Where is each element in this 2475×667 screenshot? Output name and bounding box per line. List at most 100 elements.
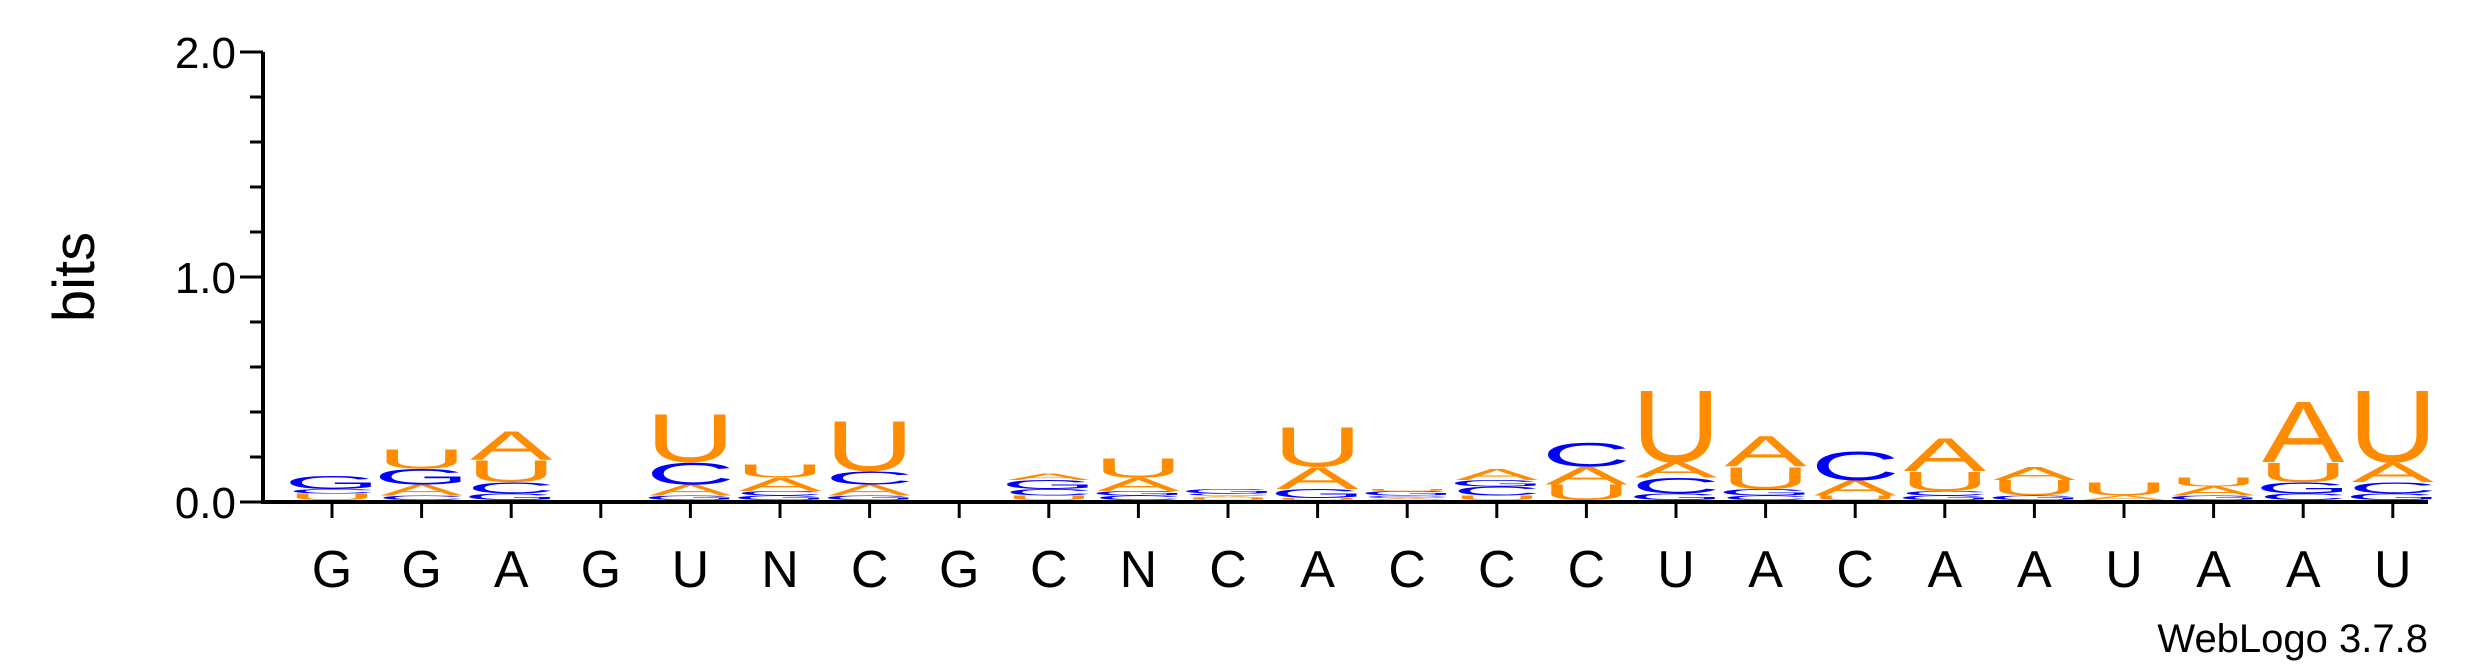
logo-letter-C: C [646, 456, 735, 491]
logo-letter-G: G [284, 472, 380, 493]
logo-letter-G: G [2345, 492, 2441, 502]
x-ticks [330, 502, 2395, 518]
x-tick-label-10: N [1120, 541, 1158, 599]
logo-letter-A: A [1008, 471, 1091, 481]
logo-letter-U: U [825, 407, 914, 487]
logo-letter-A: A [1635, 458, 1717, 482]
logo-letter-C: C [825, 467, 914, 488]
x-tick-label-11: C [1209, 541, 1247, 599]
logo-letter-U: U [287, 492, 376, 502]
logo-letter-U: U [467, 454, 556, 489]
x-tick-label-20: A [2017, 541, 2052, 599]
x-tick-label-8: G [939, 541, 979, 599]
logo-letter-C: C [377, 494, 466, 501]
logo-letter-G: G [374, 465, 470, 489]
logo-letter-C: C [1811, 444, 1900, 489]
y-tick-label-2: 2.0 [175, 29, 236, 78]
logo-letter-C: C [2259, 492, 2348, 502]
y-tick-label-1: 1.0 [175, 254, 236, 303]
logo-letter-U: U [2079, 479, 2168, 500]
logo-letter-U: U [1004, 494, 1093, 501]
logo-letter-C: C [735, 490, 824, 497]
logo-letter-G: G [642, 494, 738, 501]
logo-letter-A: A [1366, 497, 1449, 501]
logo-letter-A: A [1097, 474, 1179, 495]
x-tick-label-1: G [312, 541, 352, 599]
logo-letter-C: C [1004, 487, 1093, 497]
x-tick-label-13: C [1388, 541, 1426, 599]
x-tick-label-6: N [761, 541, 799, 599]
x-tick-label-23: A [2286, 541, 2321, 599]
logo-letter-G: G [1090, 490, 1186, 497]
logo-letter-U: U [2169, 475, 2258, 489]
logo-letter-U: U [1900, 466, 1989, 497]
x-tick-label-3: A [494, 541, 529, 599]
y-tick-label-0: 0.0 [175, 479, 236, 528]
logo-letter-U: U [1363, 488, 1452, 492]
logo-letter-A: A [470, 423, 553, 468]
logo-letter-A: A [1276, 461, 1358, 496]
logo-letter-A: A [1187, 495, 1270, 499]
logo-letter-U: U [1721, 461, 1810, 496]
logo-letter-A: A [2352, 457, 2435, 488]
logo-letter-U: U [1094, 452, 1183, 483]
logo-letter-A: A [1456, 466, 1539, 484]
logo-letter-G: G [1180, 488, 1276, 495]
logo-letter-U: U [1273, 497, 1362, 501]
x-tick-label-22: A [2196, 541, 2231, 599]
logo-letter-C: C [287, 488, 376, 495]
logo-letter-C: C [1631, 474, 1720, 498]
logo-letter-U: U [1990, 476, 2079, 500]
logo-letter-U: U [377, 443, 466, 474]
logo-letter-G: G [463, 492, 559, 502]
logo-letter-A: A [739, 474, 821, 495]
logo-letter-A: A [1724, 427, 1807, 476]
x-tick-label-17: A [1748, 541, 1783, 599]
logo-letter-C: C [1721, 494, 1810, 501]
x-tick-label-2: G [401, 541, 441, 599]
logo-letter-G: G [1986, 494, 2082, 501]
x-tick-label-16: U [1657, 541, 1695, 599]
logo-letter-A: A [380, 481, 463, 499]
logo-letter-G: G [1001, 478, 1097, 492]
logo-letter-G: G [1718, 487, 1814, 497]
logo-letter-G: G [1270, 487, 1366, 501]
x-tick-label-4: G [581, 541, 621, 599]
logo-letter-G: G [822, 494, 918, 501]
y-ticks [240, 50, 263, 504]
logo-letter-A: A [2262, 382, 2345, 480]
logo-glyphs: UCGCAGUGCUAGACUGCAUGACUUCGACGAUUACGUGAUA… [284, 369, 2441, 504]
logo-letter-C: C [1900, 490, 1989, 497]
logo-letter-U: U [735, 461, 824, 482]
y-axis-label: bits [42, 232, 107, 322]
logo-letter-U: U [646, 401, 735, 477]
x-tick-label-24: U [2374, 541, 2412, 599]
logo-letter-A: A [649, 481, 732, 499]
x-tick-label-9: C [1030, 541, 1068, 599]
logo-letter-A: A [2083, 494, 2166, 501]
logo-letter-G: G [1897, 494, 1993, 501]
logo-letter-U: U [1631, 369, 1720, 484]
logo-letter-A: A [2172, 484, 2255, 498]
logo-letter-G: G [2166, 494, 2262, 501]
logo-letter-A: A [1814, 476, 1896, 500]
x-tick-label-19: A [1927, 541, 1962, 599]
x-tick-label-15: C [1568, 541, 1606, 599]
logo-letter-A: A [1545, 462, 1628, 490]
logo-letter-G: G [1628, 492, 1724, 502]
logo-letter-U: U [1452, 494, 1541, 501]
logo-letter-G: G [1359, 490, 1455, 497]
logo-letter-C: C [1183, 493, 1272, 497]
x-tick-label-5: U [672, 541, 710, 599]
x-tick-label-12: A [1300, 541, 1335, 599]
weblogo-credit: WebLogo 3.7.8 [2157, 617, 2428, 661]
logo-letter-U: U [2259, 457, 2348, 488]
logo-letter-C: C [1542, 436, 1631, 474]
x-tick-label-21: U [2105, 541, 2143, 599]
logo-letter-U: U [2348, 369, 2437, 484]
x-tick-label-14: C [1478, 541, 1516, 599]
logo-letter-U: U [1811, 494, 1900, 501]
logo-letter-A: A [828, 481, 911, 499]
